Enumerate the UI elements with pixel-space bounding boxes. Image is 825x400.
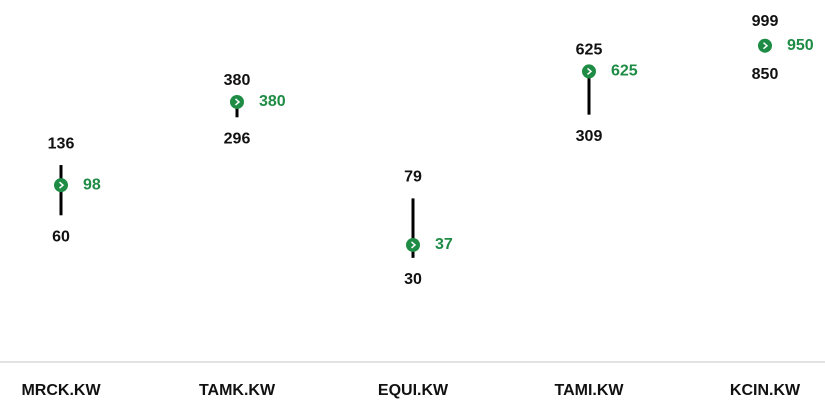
x-tick-label: EQUI.KW <box>378 382 449 399</box>
value-label: 950 <box>787 37 814 54</box>
value-label: 625 <box>611 63 638 80</box>
x-tick-label: KCIN.KW <box>730 382 801 399</box>
value-arrow <box>587 67 593 75</box>
low-label: 30 <box>404 271 422 288</box>
high-label: 999 <box>752 13 779 30</box>
high-label: 79 <box>404 169 422 186</box>
x-tick-label: TAMI.KW <box>554 382 624 399</box>
value-arrow <box>235 98 241 106</box>
value-dot <box>54 178 68 193</box>
low-label: 60 <box>52 229 70 246</box>
value-arrow <box>59 181 65 189</box>
low-label: 850 <box>752 66 779 83</box>
high-label: 380 <box>224 72 251 89</box>
high-label: 136 <box>48 135 75 152</box>
low-label: 296 <box>224 131 251 148</box>
value-dot <box>230 94 244 109</box>
value-dot <box>406 237 420 252</box>
value-arrow <box>411 241 417 249</box>
value-label: 37 <box>435 236 453 253</box>
value-dot <box>758 38 772 53</box>
value-arrow <box>763 42 769 50</box>
value-label: 98 <box>83 176 101 193</box>
high-label: 625 <box>576 42 603 59</box>
x-tick-label: MRCK.KW <box>21 382 101 399</box>
x-tick-label: TAMK.KW <box>199 382 276 399</box>
low-label: 309 <box>576 128 603 145</box>
value-label: 380 <box>259 93 286 110</box>
value-dot <box>582 64 596 79</box>
